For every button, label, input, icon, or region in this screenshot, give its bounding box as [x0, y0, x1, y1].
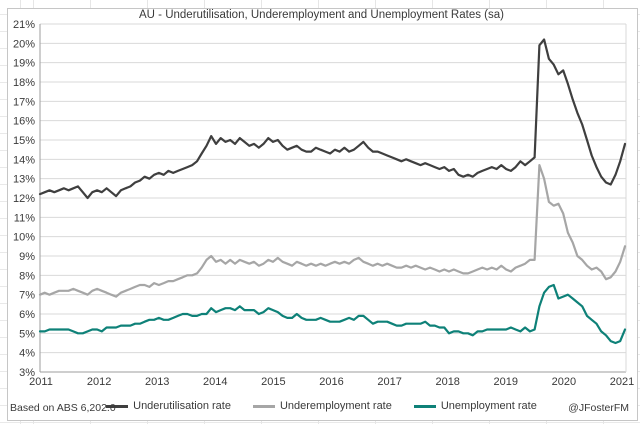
y-tick-label: 20%: [13, 38, 35, 50]
legend-swatch-underutilisation: [106, 404, 129, 408]
x-tick-label: 2011: [29, 376, 53, 388]
legend-item-underemployment: Underemployment rate: [252, 400, 392, 412]
legend-item-unemployment: Unemployment rate: [413, 400, 537, 412]
y-tick-label: 3%: [19, 367, 35, 379]
y-tick-label: 6%: [19, 309, 35, 321]
author-handle: @JFosterFM: [568, 402, 629, 414]
x-tick-label: 2017: [377, 376, 401, 388]
chart-legend: Underutilisation rate Underemployment ra…: [7, 399, 636, 413]
legend-label-unemployment: Unemployment rate: [440, 400, 537, 412]
y-tick-label: 16%: [13, 116, 35, 128]
x-tick-label: 2012: [87, 376, 111, 388]
legend-item-underutilisation: Underutilisation rate: [106, 400, 231, 412]
y-tick-label: 14%: [13, 154, 35, 166]
chart-title: AU - Underutilisation, Underemployment a…: [139, 9, 504, 21]
legend-swatch-unemployment: [413, 404, 436, 408]
y-tick-label: 5%: [19, 328, 35, 340]
y-tick-label: 8%: [19, 270, 35, 282]
y-tick-label: 21%: [13, 19, 35, 31]
x-tick-label: 2021: [610, 376, 634, 388]
x-tick-label: 2013: [145, 376, 169, 388]
series-line-2: [38, 283, 627, 345]
legend-label-underemployment: Underemployment rate: [279, 400, 392, 412]
y-tick-label: 12%: [13, 193, 35, 205]
series-line-0: [38, 38, 627, 200]
legend-label-underutilisation: Underutilisation rate: [133, 400, 231, 412]
y-tick-label: 15%: [13, 135, 35, 147]
y-tick-label: 18%: [13, 77, 35, 89]
y-tick-label: 19%: [13, 58, 35, 70]
series-line-1: [38, 164, 627, 298]
legend-swatch-underemployment: [252, 404, 275, 408]
y-tick-label: 10%: [13, 232, 35, 244]
x-tick-label: 2018: [435, 376, 459, 388]
source-note: Based on ABS 6,202.0: [10, 402, 116, 414]
x-tick-label: 2014: [203, 376, 227, 388]
y-tick-label: 7%: [19, 290, 35, 302]
y-tick-label: 13%: [13, 174, 35, 186]
x-tick-label: 2020: [552, 376, 576, 388]
x-tick-label: 2016: [319, 376, 343, 388]
y-tick-label: 4%: [19, 348, 35, 360]
y-tick-label: 17%: [13, 96, 35, 108]
x-tick-label: 2015: [261, 376, 285, 388]
y-tick-label: 9%: [19, 251, 35, 263]
y-tick-label: 11%: [14, 212, 35, 224]
x-tick-label: 2019: [494, 376, 518, 388]
